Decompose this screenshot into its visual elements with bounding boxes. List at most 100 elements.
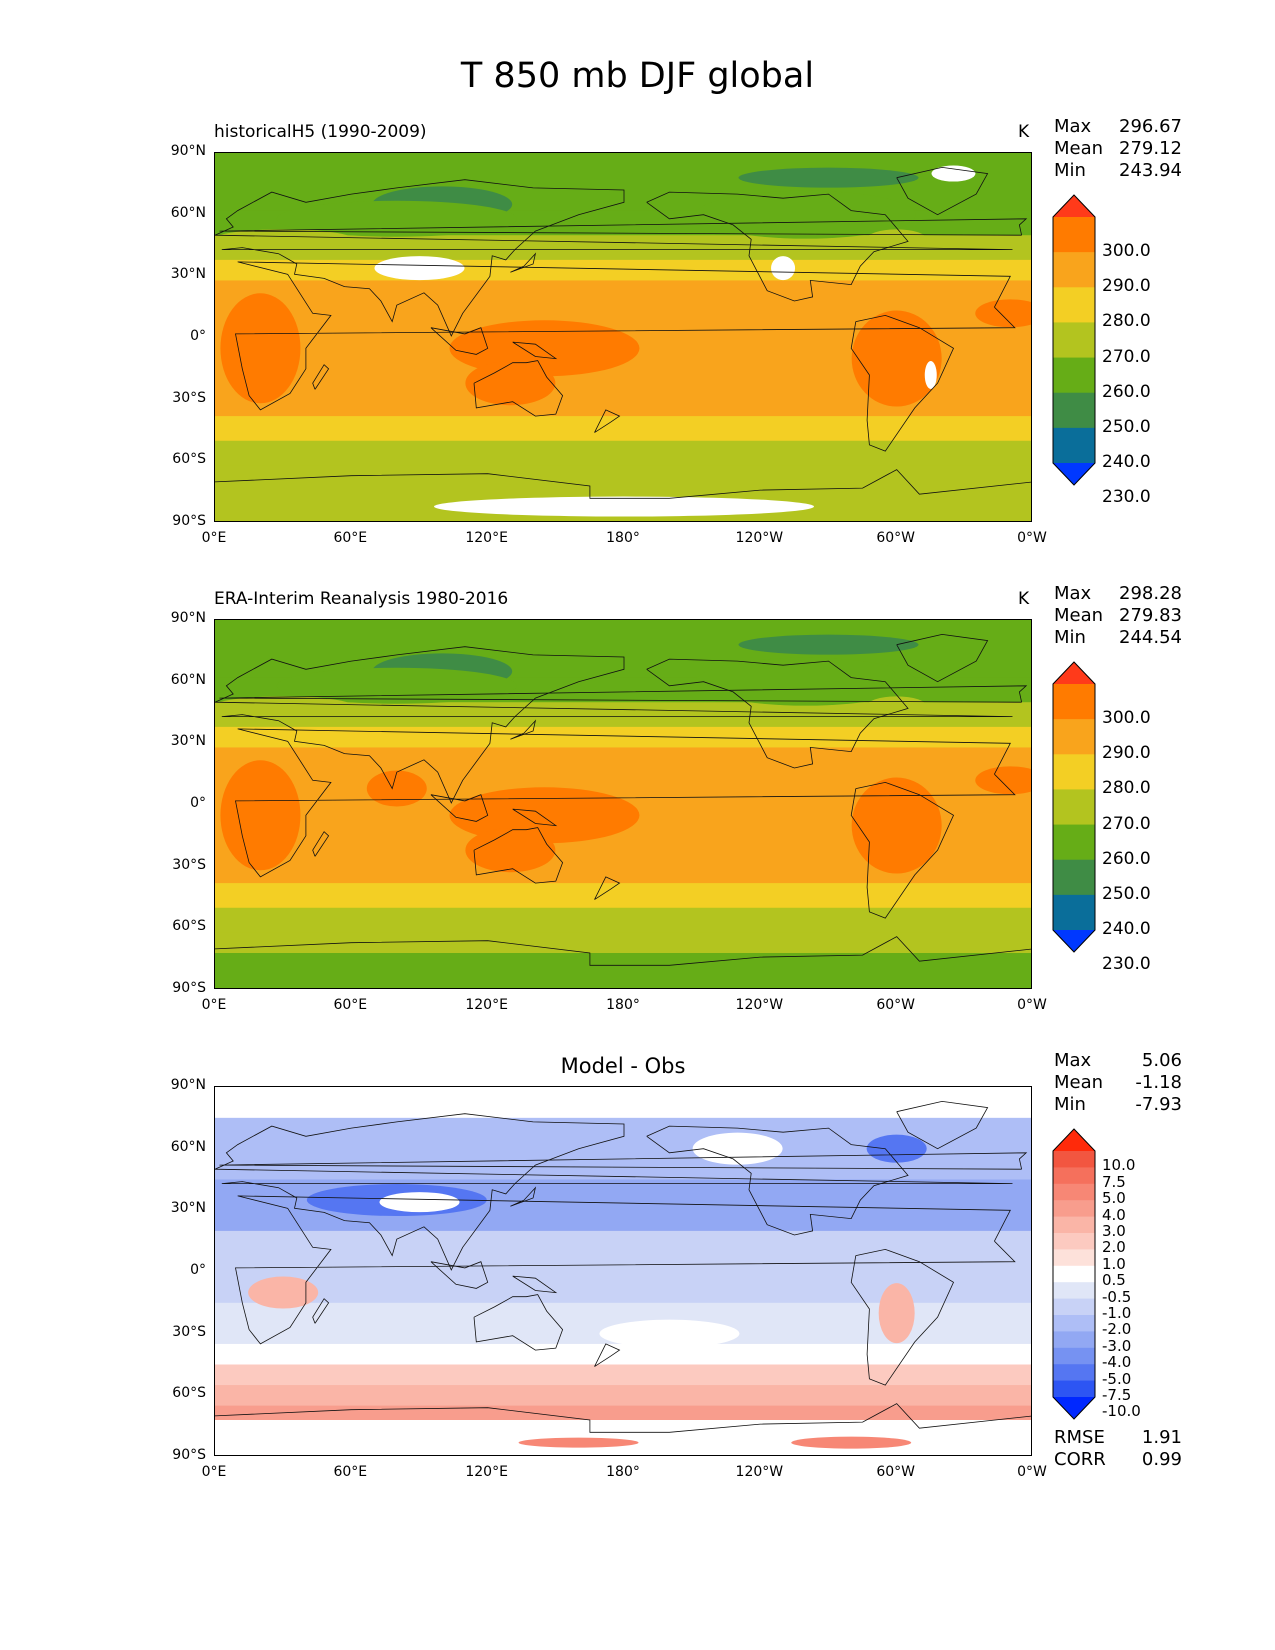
- coastline: [215, 1113, 1013, 1271]
- colorbar-swatch: [1053, 1364, 1095, 1382]
- colorbar-tick-label: 260.0: [1102, 848, 1151, 869]
- rmse-value: 1.91: [1141, 1427, 1182, 1448]
- stats-box: Max 298.28 Mean 279.83 Min 244.54: [1054, 583, 1182, 649]
- temperature-band: [215, 416, 1031, 442]
- colorbar: 300.0 290.0 280.0 270.0 260.0 250.0 240.0 230.0: [1052, 194, 1151, 507]
- temperature-region: [465, 361, 556, 406]
- lat-tick-label: 30°N: [170, 1200, 206, 1217]
- lon-tick-label: 120°W: [735, 530, 784, 546]
- coastline: [512, 341, 558, 360]
- colorbar-swatch: [1053, 1167, 1095, 1185]
- temperature-region: [738, 167, 919, 188]
- temperature-band: [215, 883, 1031, 909]
- colorbar-tick-label: -2.0: [1102, 1320, 1132, 1339]
- colorbar-tick-label: 3.0: [1102, 1222, 1126, 1240]
- colorbar-swatch: [1053, 357, 1095, 394]
- difference-region: [692, 1132, 783, 1165]
- colorbar-swatch: [1053, 1200, 1095, 1218]
- colorbar-graphic: [1052, 661, 1096, 953]
- lon-tick-label: 180°: [606, 530, 640, 546]
- stat-min-label: Min: [1054, 627, 1086, 648]
- colorbar-swatch: [1053, 859, 1095, 896]
- missing-data-region: [434, 496, 814, 517]
- diff-panel: Model - Obs Max 5.06 Mean -1.18 Min -7.93 1…: [0, 1044, 1275, 1514]
- colorbar-swatch: [1053, 1216, 1095, 1234]
- colorbar-tick-label: 290.0: [1102, 743, 1151, 764]
- difference-band: [215, 1087, 1031, 1119]
- difference-region: [599, 1319, 740, 1348]
- lat-tick-label: 0°: [190, 795, 206, 811]
- lat-tick-label: 60°S: [172, 918, 206, 935]
- stat-min-value: -7.93: [1135, 1094, 1182, 1115]
- colorbar-tick-label: 5.0: [1102, 1189, 1126, 1208]
- coastline: [430, 794, 489, 822]
- colorbar-swatch: [1053, 392, 1095, 429]
- temperature-band: [215, 259, 1031, 282]
- coastline: [235, 1195, 1016, 1345]
- lon-tick-label: 180°: [606, 1464, 640, 1480]
- temperature-region: [465, 828, 556, 873]
- colorbar-tick-label: 10.0: [1102, 1156, 1136, 1175]
- difference-region: [878, 1283, 915, 1344]
- lon-tick-label: 60°W: [876, 997, 915, 1013]
- model-panel: historicalH5 (1990-2009) K Max 296.67 Mea…: [0, 110, 1275, 580]
- temperature-region: [866, 229, 927, 250]
- colorbar-tick-label: 250.0: [1102, 416, 1151, 437]
- coastline: [850, 1248, 955, 1386]
- colorbar-tick-label: 230.0: [1102, 487, 1151, 508]
- colorbar-swatch: [1053, 287, 1095, 323]
- colorbar-swatch: [1053, 1183, 1095, 1201]
- coastline: [215, 646, 1013, 804]
- difference-band: [215, 1364, 1031, 1386]
- corr-value: 0.99: [1141, 1449, 1182, 1470]
- stat-min-label: Min: [1054, 160, 1086, 181]
- lon-tick-label: 60°E: [333, 1464, 368, 1480]
- obs-panel: ERA-Interim Reanalysis 1980-2016 K Max 29…: [0, 577, 1275, 1047]
- coastline: [646, 1125, 909, 1236]
- colorbar-swatch: [1053, 1265, 1095, 1283]
- coastline: [646, 658, 909, 769]
- colorbar-swatch: [1053, 1249, 1095, 1267]
- colorbar-swatch: [1053, 427, 1095, 464]
- temperature-band: [215, 280, 1031, 302]
- colorbar-max-arrow: [1053, 195, 1095, 217]
- colorbar-tick-label: -1.0: [1102, 1304, 1132, 1322]
- colorbar-tick-label: 2.0: [1102, 1238, 1126, 1257]
- stat-min-value: 243.94: [1119, 160, 1182, 181]
- coastline: [512, 808, 558, 827]
- coastline: [235, 728, 1016, 878]
- coastline: [896, 633, 989, 683]
- map-area: [214, 1086, 1032, 1456]
- lat-tick-label: 90°S: [172, 980, 206, 996]
- coastline: [430, 1261, 489, 1289]
- coastline: [512, 1275, 558, 1294]
- colorbar-swatch: [1053, 1347, 1095, 1365]
- difference-region: [518, 1437, 639, 1448]
- coastline: [312, 364, 330, 390]
- colorbar-graphic: [1052, 1128, 1096, 1420]
- rmse-label: RMSE: [1054, 1427, 1105, 1448]
- map-area: [214, 152, 1032, 522]
- lon-tick-label: 120°E: [465, 530, 508, 546]
- colorbar-tick-label: 270.0: [1102, 346, 1151, 367]
- lat-tick-label: 90°N: [170, 143, 206, 159]
- stat-mean-label: Mean: [1054, 138, 1104, 159]
- lat-tick-label: 90°N: [170, 1077, 206, 1093]
- temperature-band: [215, 907, 1031, 934]
- lon-tick-label: 0°E: [201, 997, 227, 1013]
- stat-max-label: Max: [1054, 583, 1092, 604]
- lat-tick-label: 60°S: [172, 1385, 206, 1402]
- lat-tick-label: 30°S: [172, 856, 206, 873]
- coastline: [215, 936, 1031, 966]
- panel-title: historicalH5 (1990-2009): [214, 122, 427, 142]
- colorbar-swatch: [1053, 894, 1095, 931]
- stat-mean-label: Mean: [1054, 605, 1104, 626]
- lon-tick-label: 180°: [606, 997, 640, 1013]
- temperature-region: [220, 293, 301, 404]
- stat-min-value: 244.54: [1119, 627, 1182, 648]
- colorbar-swatch: [1053, 217, 1095, 253]
- stat-mean-label: Mean: [1054, 1072, 1104, 1093]
- stat-mean-value: 279.83: [1119, 605, 1182, 626]
- colorbar-tick-label: 280.0: [1102, 778, 1151, 799]
